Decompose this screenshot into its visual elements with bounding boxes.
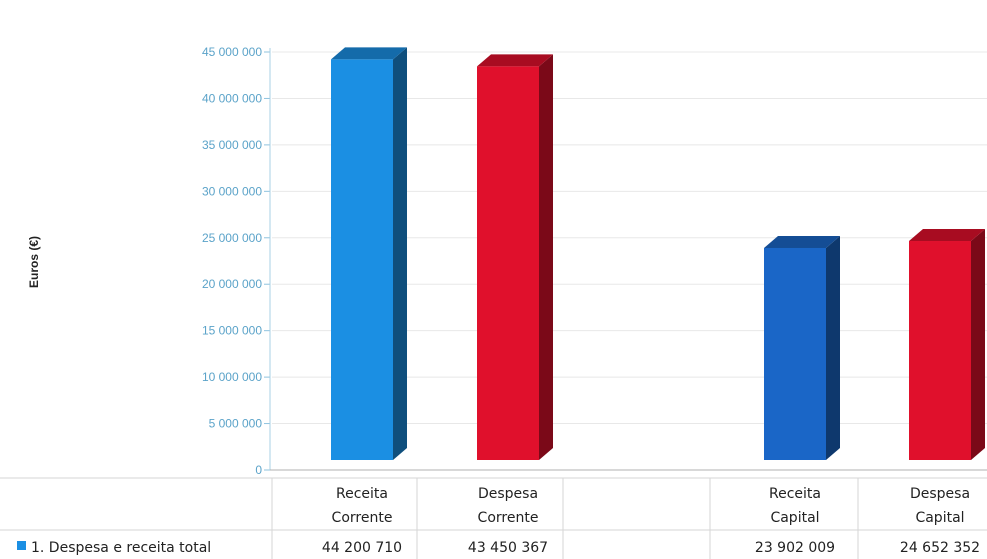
data-table: Receita Corrente 44 200 710 Despesa Corrente… [0,477,987,559]
bar-top [477,54,553,67]
bar-top [909,229,985,242]
bar-top [331,47,407,60]
bar-side [393,47,407,461]
y-tick-label: 35 000 000 [202,138,262,152]
category-label: Corrente [478,510,539,526]
y-tick-label: 40 000 000 [202,91,262,105]
bar-group [477,54,553,460]
y-tick-label: 0 [255,463,262,477]
legend-label: 1. Despesa e receita total [31,540,211,556]
y-tick-label: 30 000 000 [202,184,262,198]
y-tick-label: 45 000 000 [202,45,262,59]
bar-group [331,47,407,461]
y-tick-label: 15 000 000 [202,324,262,338]
category-label: Receita [769,486,821,502]
bar [331,59,393,461]
legend-swatch [17,541,26,550]
y-axis-label: Euros (€) [27,236,41,288]
bar-side [971,229,985,460]
bar [909,241,971,460]
bar-side [539,54,553,460]
category-label: Corrente [332,510,393,526]
bars [331,47,985,461]
category-label: Capital [915,510,964,526]
data-value-label: 43 450 367 [468,540,548,556]
data-value-label: 24 652 352 [900,540,980,556]
bar-group [909,229,985,460]
category-label: Receita [336,486,388,502]
bar-group [764,235,840,460]
category-label: Despesa [910,486,970,502]
bar-top [764,235,840,248]
data-value-label: 23 902 009 [755,540,835,556]
bar-side [826,235,840,460]
data-value-label: 44 200 710 [322,540,402,556]
y-tick-label: 10 000 000 [202,370,262,384]
bar [764,247,826,460]
category-label: Capital [770,510,819,526]
y-tick-label: 20 000 000 [202,277,262,291]
y-tick-label: 5 000 000 [209,417,263,431]
y-axis: 0 5 000 000 10 000 000 15 000 000 20 000 000… [202,45,987,477]
category-label: Despesa [478,486,538,502]
y-tick-label: 25 000 000 [202,231,262,245]
bar [477,66,539,460]
